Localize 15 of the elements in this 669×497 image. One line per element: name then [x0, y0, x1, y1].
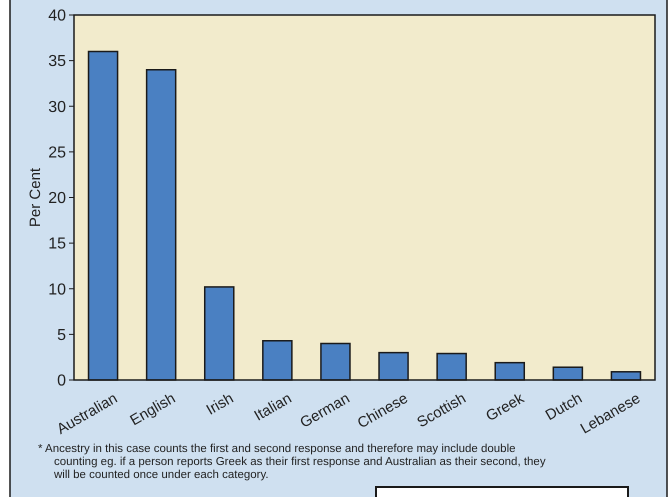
y-tick-label: 5 — [57, 326, 66, 344]
x-tick-label: Dutch — [542, 390, 586, 424]
y-tick-label: 15 — [48, 236, 66, 253]
x-tick-label: Greek — [483, 390, 528, 425]
y-tick-label: 25 — [48, 144, 66, 162]
y-tick-label: 0 — [57, 372, 66, 390]
x-tick-label: Irish — [203, 390, 236, 419]
y-tick-label: 40 — [48, 8, 66, 25]
x-tick-label: Italian — [251, 390, 295, 425]
y-tick-label: 20 — [48, 190, 66, 208]
text: * Ancestry in this case counts the first and second response and therefore may include double counting eg. if a person reports Greek as their first response and Australian as their second, they will be counted once under each category. — [38, 443, 546, 481]
y-tick-label: 30 — [48, 98, 66, 116]
y-tick-label: 10 — [48, 281, 66, 298]
y-tick-label: 35 — [48, 53, 66, 70]
y-axis-title: Per Cent — [27, 167, 44, 228]
